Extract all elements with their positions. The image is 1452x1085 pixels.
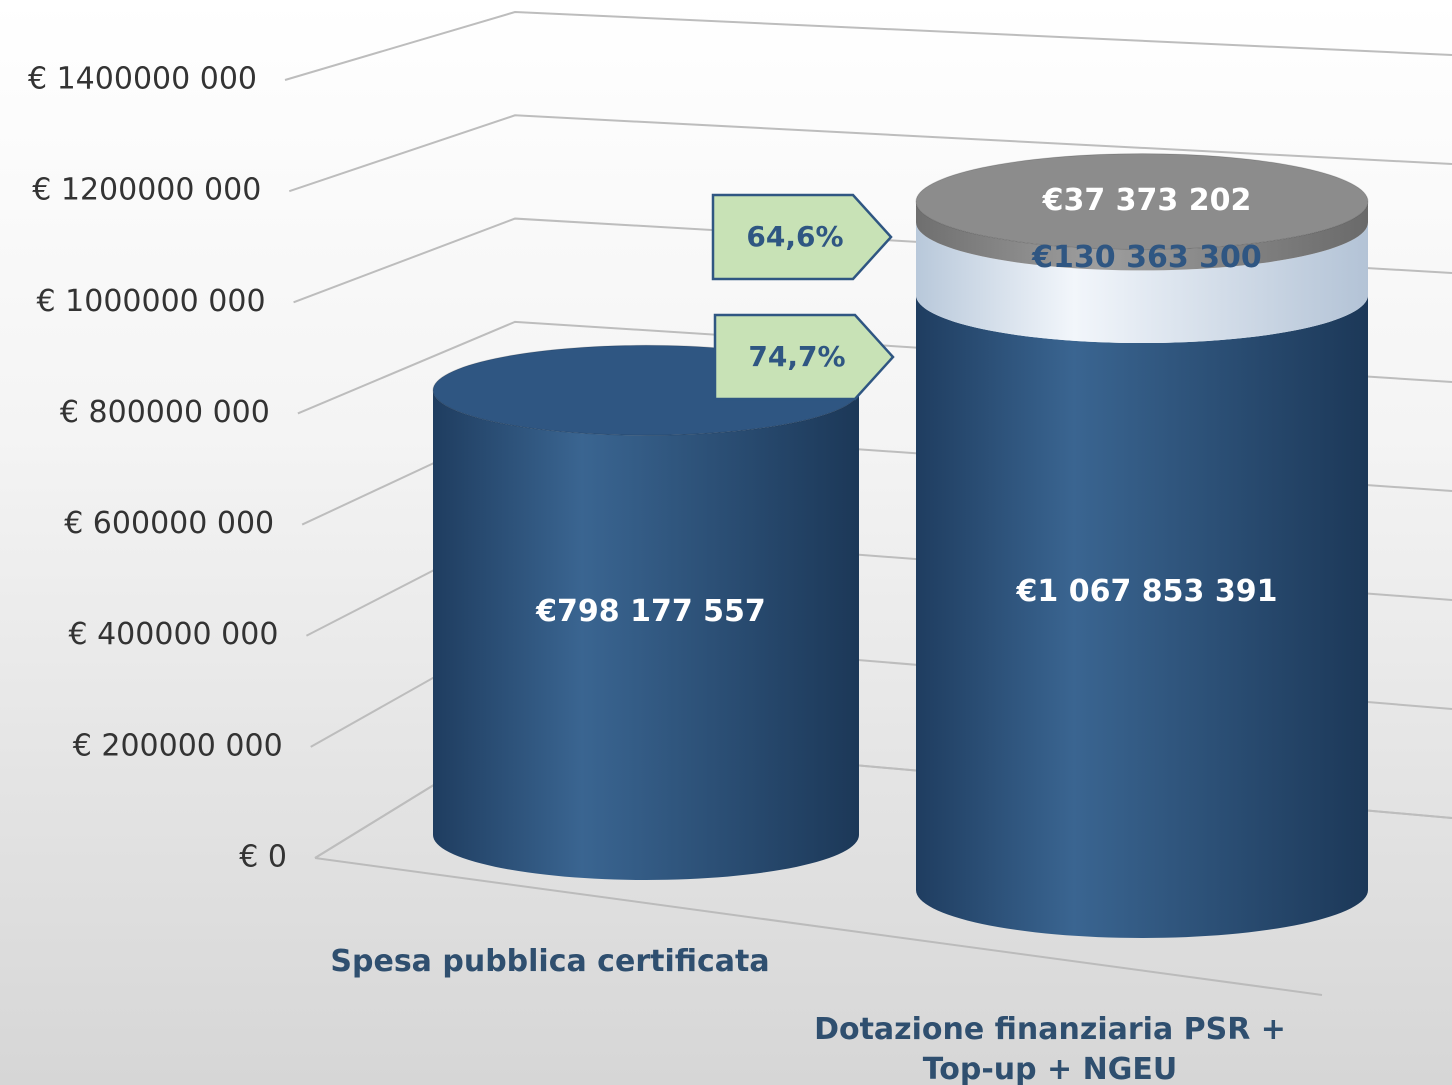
y-tick-label: € 0 bbox=[239, 840, 287, 875]
value-label: €1 067 853 391 bbox=[1016, 574, 1278, 609]
y-tick-label: € 1000000 000 bbox=[37, 284, 266, 319]
value-label: €798 177 557 bbox=[535, 594, 766, 629]
value-label: €37 373 202 bbox=[1042, 183, 1252, 218]
y-tick-label: € 1400000 000 bbox=[28, 62, 257, 97]
callout-box bbox=[713, 313, 895, 401]
category-label: Spesa pubblica certificata bbox=[330, 944, 770, 979]
y-tick-label: € 600000 000 bbox=[64, 506, 274, 541]
cylinder-segment bbox=[433, 390, 859, 880]
annotation: 64,6% bbox=[746, 220, 843, 253]
category-label: Dotazione finanziaria PSR + Top-up + NGE… bbox=[814, 1012, 1286, 1085]
floor-edge bbox=[314, 857, 1323, 996]
cylinder-segment bbox=[916, 295, 1368, 938]
cylinder-segment bbox=[916, 201, 1368, 271]
y-tick-label: € 1200000 000 bbox=[32, 173, 261, 208]
cylinder-top bbox=[915, 153, 1369, 251]
cylinder-segment bbox=[916, 222, 1368, 344]
callout-box bbox=[711, 193, 893, 281]
grid-line bbox=[284, 10, 1452, 81]
annotation: 74,7% bbox=[748, 340, 845, 373]
grid-line bbox=[288, 114, 1452, 193]
y-tick-label: € 800000 000 bbox=[60, 395, 270, 430]
y-tick-label: € 200000 000 bbox=[73, 728, 283, 763]
value-label: €130 363 300 bbox=[1031, 240, 1262, 275]
y-tick-label: € 400000 000 bbox=[68, 617, 278, 652]
